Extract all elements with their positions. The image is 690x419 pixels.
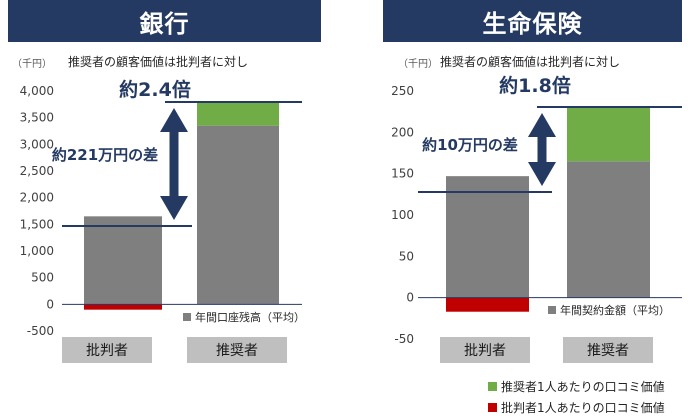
- bank-ytick-label: 2,500: [20, 164, 54, 178]
- bank-legend-label-base: 年間口座残高（平均）: [195, 310, 305, 324]
- insurance-subtitle: 推奨者の顧客価値は批判者に対し: [440, 54, 620, 69]
- insurance-gap-arrow-head-down: [528, 162, 556, 186]
- bank-ytick-label: 0: [46, 297, 54, 311]
- insurance-ytick-label: 0: [406, 291, 414, 305]
- bank-multiplier-label: 約2.4倍: [119, 78, 191, 101]
- bank-ytick-label: 2,000: [20, 191, 54, 205]
- legend-item-critic: 批判者1人あたりの口コミ価値: [488, 399, 665, 416]
- legend-swatch-promoter: [488, 382, 497, 391]
- insurance-ytick-label: 100: [391, 208, 414, 222]
- bank-subtitle: 推奨者の顧客価値は批判者に対し: [68, 54, 248, 69]
- bank-ytick-label: 1,500: [20, 217, 54, 231]
- legend-swatch-critic: [488, 403, 497, 412]
- bank-ytick-label: 1,000: [20, 244, 54, 258]
- bank-gap-arrow-head-up: [160, 108, 188, 132]
- legend-label-promoter: 推奨者1人あたりの口コミ価値: [501, 380, 665, 394]
- insurance-bar-promoter-wom-1: [567, 106, 650, 162]
- insurance-gap-label: 約10万円の差: [422, 136, 518, 154]
- bank-ytick-label: 4,000: [20, 84, 54, 98]
- legend-item-promoter: 推奨者1人あたりの口コミ価値: [488, 378, 665, 395]
- bank-ytick-label: 3,000: [20, 137, 54, 151]
- insurance-multiplier-label: 約1.8倍: [499, 74, 571, 97]
- insurance-ytick-label: 50: [399, 249, 414, 263]
- insurance-ytick-label: 150: [391, 167, 414, 181]
- insurance-unit-label: （千円）: [398, 58, 438, 70]
- bank-panel-title: 銀行: [8, 0, 321, 42]
- bank-ytick-label: 3,500: [20, 111, 54, 125]
- insurance-bar-base-0: [446, 176, 529, 298]
- insurance-bar-critic-wom-0: [446, 297, 529, 312]
- insurance-category-box-1: [563, 337, 653, 363]
- bank-unit-label: （千円）: [12, 58, 52, 70]
- insurance-legend-label-base: 年間契約金額（平均）: [560, 303, 670, 317]
- bank-category-label-1: 推奨者: [216, 343, 258, 359]
- bank-category-box-1: [187, 337, 287, 363]
- insurance-ytick-label: 250: [391, 84, 414, 98]
- insurance-category-label-1: 推奨者: [587, 343, 629, 359]
- bank-gap-label: 約221万円の差: [52, 146, 158, 164]
- insurance-category-box-0: [440, 337, 530, 363]
- bank-legend-swatch-base: [183, 313, 191, 321]
- bank-ytick-label: -500: [27, 324, 54, 338]
- insurance-category-label-0: 批判者: [464, 343, 506, 359]
- insurance-ytick-label: 200: [391, 125, 414, 139]
- bank-bar-base-1: [197, 125, 279, 305]
- bank-bar-base-0: [84, 216, 162, 305]
- insurance-gap-arrow-head-up: [528, 113, 556, 137]
- bank-category-box-0: [62, 337, 152, 363]
- bank-bar-critic-wom-0: [84, 304, 162, 310]
- insurance-legend-swatch-base: [548, 306, 556, 314]
- insurance-panel-title: 生命保険: [383, 0, 682, 42]
- legend-label-critic: 批判者1人あたりの口コミ価値: [501, 401, 665, 415]
- bank-category-label-0: 批判者: [86, 343, 128, 359]
- bank-ytick-label: 500: [31, 271, 54, 285]
- insurance-bar-base-1: [567, 161, 650, 298]
- bank-bar-promoter-wom-1: [197, 101, 279, 126]
- insurance-ytick-label: -50: [394, 332, 414, 346]
- bank-gap-arrow-head-down: [160, 196, 188, 220]
